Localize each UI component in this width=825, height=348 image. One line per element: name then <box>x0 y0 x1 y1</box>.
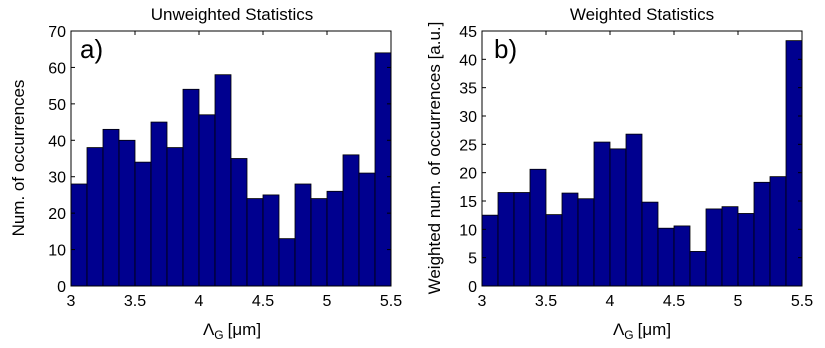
panel-a-bar-10 <box>230 158 248 287</box>
panel-b-bar-10 <box>641 201 659 287</box>
panel-b-bar-14 <box>705 208 723 287</box>
panel-b-ytick-label-3: 15 <box>459 194 477 211</box>
panel-b-xlabel: ΛG [μm] <box>613 320 671 342</box>
panel-b-xtick-label-5: 5.5 <box>791 293 813 310</box>
panel-a-axes: 0 10 20 30 40 50 60 70 3 3.5 4 4.5 5 5.5 <box>48 24 402 310</box>
panel-b-xtick-label-0: 3 <box>478 293 487 310</box>
panel-b-bar-19 <box>785 40 803 287</box>
panel-a-bar-0 <box>70 183 88 287</box>
panel-a-bar-14 <box>294 183 312 287</box>
panel-b-axes: 0 5 10 15 20 25 30 35 40 45 3 3.5 4 4.5 5 5.5 <box>459 24 813 310</box>
panel-b-xtick-label-1: 3.5 <box>535 293 557 310</box>
panel-b-xtick-label-4: 5 <box>734 293 743 310</box>
panel-a-bar-16 <box>326 190 344 287</box>
panel-b-xlabel-subscript: G <box>624 328 633 342</box>
panel-a-ytick-label-4: 40 <box>48 133 66 150</box>
panel-b-bar-9 <box>625 133 643 287</box>
panel-a-ytick-label-0: 0 <box>57 279 66 296</box>
panel-b-bar-11 <box>657 227 675 287</box>
panel-a-ytick-label-7: 70 <box>48 24 66 41</box>
panel-a-xtick-label-4: 5 <box>323 293 332 310</box>
panel-b-ytick-label-2: 10 <box>459 222 477 239</box>
panel-b-bar-0 <box>481 214 499 287</box>
panel-a-xtick-label-5: 5.5 <box>380 293 402 310</box>
panel-a-xtick-label-2: 4 <box>195 293 204 310</box>
panel-b-bar-18 <box>769 176 787 287</box>
panel-a-bar-2 <box>102 128 120 287</box>
panel-b-xlabel-unit: [μm] <box>638 320 671 339</box>
panel-a-bar-8 <box>198 114 216 287</box>
panel-a-ytick-label-2: 20 <box>48 206 66 223</box>
panel-a-ytick-label-6: 60 <box>48 60 66 77</box>
panel-b-bar-8 <box>609 148 627 287</box>
panel-b-bars <box>481 40 803 287</box>
panel-a-xlabel-subscript: G <box>214 328 223 342</box>
panel-b-bar-15 <box>721 206 739 287</box>
panel-a-ytick-label-5: 50 <box>48 97 66 114</box>
panel-b-ytick-label-1: 5 <box>468 251 477 268</box>
panel-b-ylabel: Weighted num. of occurrences [a.u.] <box>425 22 444 295</box>
weighted-histogram-panel: Weighted Statistics Weighted num. of occ… <box>425 5 813 342</box>
panel-a-bar-18 <box>358 172 376 287</box>
panel-b-ytick-label-5: 25 <box>459 137 477 154</box>
panel-b-bar-1 <box>497 192 515 287</box>
panel-b-ytick-label-4: 20 <box>459 166 477 183</box>
panel-b-xlabel-symbol: Λ <box>613 320 625 339</box>
panel-a-bar-6 <box>166 147 184 287</box>
panel-b-ytick-label-7: 35 <box>459 81 477 98</box>
panel-a-bar-13 <box>278 238 296 287</box>
panel-a-bar-1 <box>86 147 104 287</box>
panel-b-bar-5 <box>561 192 579 287</box>
panel-a-axes-frame <box>70 30 392 287</box>
panel-a-xtick-label-3: 4.5 <box>252 293 274 310</box>
panel-a-bar-11 <box>246 198 264 287</box>
panel-a-ytick-label-1: 10 <box>48 243 66 260</box>
panel-b-ytick-label-6: 30 <box>459 109 477 126</box>
panel-a-bar-5 <box>150 121 168 287</box>
panel-b-ytick-label-9: 45 <box>459 24 477 41</box>
panel-a-title: Unweighted Statistics <box>151 5 314 24</box>
panel-a-xtick-label-1: 3.5 <box>124 293 146 310</box>
panel-b-bar-2 <box>513 192 531 287</box>
panel-b-xtick-label-2: 4 <box>606 293 615 310</box>
panel-b-bar-17 <box>753 181 771 287</box>
panel-a-bars <box>70 52 392 287</box>
panel-a-bar-12 <box>262 194 280 287</box>
panel-b-letter: b) <box>494 34 517 64</box>
panel-a-bar-4 <box>134 161 152 287</box>
panel-a-xtick-label-0: 3 <box>67 293 76 310</box>
panel-a-xlabel-unit: [μm] <box>228 320 261 339</box>
panel-b-ytick-label-8: 40 <box>459 52 477 69</box>
panel-a-bar-3 <box>118 139 136 287</box>
panel-b-title: Weighted Statistics <box>570 5 714 24</box>
panel-b-xtick-label-3: 4.5 <box>663 293 685 310</box>
panel-a-bar-19 <box>374 52 392 287</box>
panel-b-ytick-label-0: 0 <box>468 279 477 296</box>
panel-b-bar-16 <box>737 213 755 287</box>
panel-a-ytick-label-3: 30 <box>48 170 66 187</box>
panel-a-xlabel: ΛG [μm] <box>203 320 261 342</box>
panel-b-bar-13 <box>689 251 707 287</box>
panel-b-bar-7 <box>593 141 611 287</box>
panel-b-bar-3 <box>529 168 547 287</box>
panel-a-bar-7 <box>182 88 200 287</box>
unweighted-histogram-panel: Unweighted Statistics Num. of occurrence… <box>9 5 402 342</box>
panel-a-letter: a) <box>80 34 103 64</box>
panel-b-bar-6 <box>577 198 595 287</box>
panel-b-axes-frame <box>481 30 803 287</box>
panel-a-xlabel-symbol: Λ <box>203 320 215 339</box>
panel-a-bar-9 <box>214 74 232 287</box>
panel-b-bar-4 <box>545 214 563 287</box>
panel-a-bar-15 <box>310 198 328 287</box>
panel-b-bar-12 <box>673 225 691 287</box>
panel-a-bar-17 <box>342 154 360 287</box>
panel-a-ylabel: Num. of occurrences <box>9 80 28 237</box>
